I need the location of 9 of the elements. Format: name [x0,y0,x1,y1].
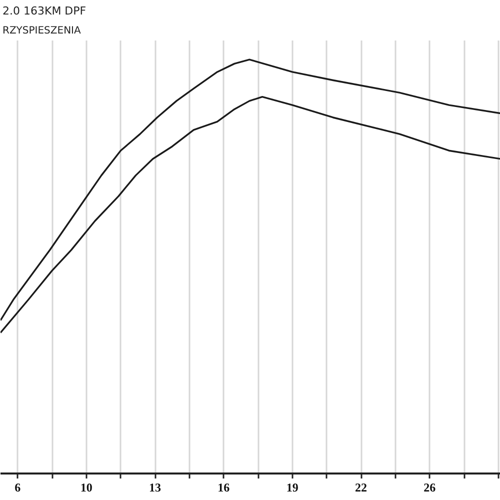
x-tick-label: 6 [14,480,21,494]
x-tick-label: 10 [80,480,92,494]
x-tick-label: 26 [424,480,436,494]
chart-title: 2.0 163KM DPF [2,4,86,18]
x-tick-label: 16 [218,480,230,494]
x-tick-label: 13 [149,480,162,494]
x-tick-label: 19 [286,480,298,494]
chart-subtitle: RZYSPIESZENIA [2,26,81,36]
x-tick-label: 22 [355,480,368,494]
